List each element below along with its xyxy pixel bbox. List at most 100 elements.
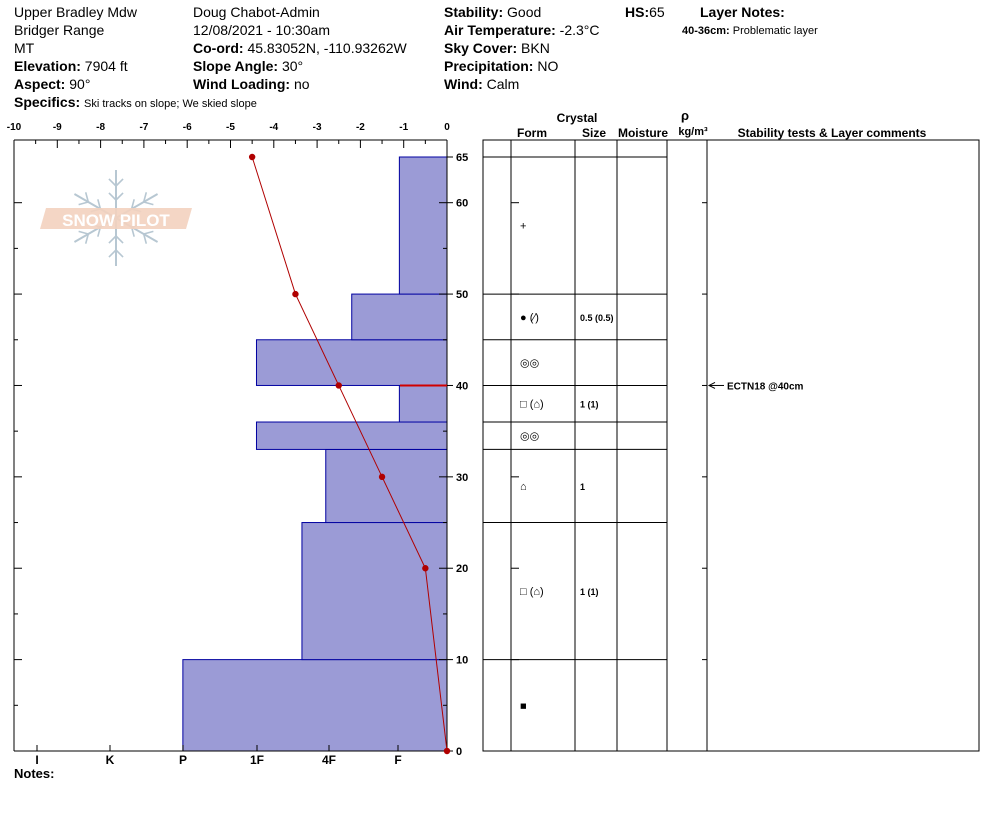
air-temp-row: Air Temperature: -2.3°C: [444, 21, 600, 39]
sky-cover-value: BKN: [521, 40, 550, 56]
moisture-header: Moisture: [618, 126, 668, 140]
grain-size-value: 0.5 (0.5): [580, 313, 614, 323]
site-location: Upper Bradley Mdw: [14, 4, 137, 20]
temp-tick-label: -1: [399, 122, 408, 133]
precip-value: NO: [537, 58, 559, 74]
stability-value: Good: [507, 4, 542, 20]
hardness-bar: [398, 384, 448, 423]
grain-form-symbol: □ (⌂): [520, 399, 544, 411]
aspect-label: Aspect:: [14, 76, 66, 92]
logo-snowflake-branch: [108, 235, 117, 244]
height-tick-label: 60: [456, 198, 468, 210]
air-temp-value: -2.3°C: [559, 22, 600, 38]
logo-snowflake-branch: [115, 249, 124, 258]
observer-name: Doug Chabot-Admin: [193, 4, 320, 20]
density-symbol: ρ: [681, 108, 689, 123]
temp-tick-label: -5: [226, 122, 235, 133]
height-tick-label: 40: [456, 380, 468, 392]
logo-snowflake-branch: [115, 235, 124, 244]
grain-form-symbol: +: [520, 221, 526, 233]
temperature-point: [335, 382, 342, 389]
temperature-point: [248, 153, 256, 161]
notes-label: Notes:: [14, 766, 55, 781]
layer-note-0: 40-36cm: Problematic layer: [682, 22, 818, 40]
logo-snowflake-branch: [142, 233, 148, 244]
hardness-tick-label: F: [394, 753, 401, 767]
hardness-bar: [398, 156, 448, 295]
logo-snowflake-branch: [108, 249, 117, 258]
height-tick-label: 65: [456, 152, 468, 164]
height-tick-label: 10: [456, 655, 468, 667]
logo-snowflake-branch: [78, 230, 89, 235]
elevation-value: 7904 ft: [84, 58, 128, 74]
hardness-tick-label: 1F: [250, 753, 264, 767]
logo-snowflake-branch: [115, 192, 124, 201]
site-state: MT: [14, 40, 35, 56]
wind-row: Wind: Calm: [444, 75, 519, 93]
stability-label: Stability:: [444, 4, 504, 20]
logo-snowflake-branch: [108, 178, 117, 187]
logo-snowflake-branch: [78, 201, 89, 206]
coord-label: Co-ord:: [193, 40, 244, 56]
temp-tick-label: -2: [356, 122, 365, 133]
specifics-label: Specifics:: [14, 94, 81, 110]
logo-snowflake-branch: [142, 192, 148, 203]
grain-size-value: 1 (1): [580, 400, 599, 410]
hs-label: HS:: [625, 4, 650, 20]
wind-value: Calm: [486, 76, 520, 92]
snowpilot-logo: [40, 170, 192, 266]
grain-form-symbol: ■: [520, 700, 527, 712]
logo-banner: [40, 208, 192, 229]
density-unit-header: kg/m³: [678, 126, 708, 138]
hardness-tick-label: 4F: [322, 753, 336, 767]
temperature-point: [422, 565, 429, 572]
stability-comments-header: Stability tests & Layer comments: [738, 126, 927, 140]
precip-row: Precipitation: NO: [444, 57, 558, 75]
stability-row: Stability: Good: [444, 3, 541, 21]
sky-cover-row: Sky Cover: BKN: [444, 39, 550, 57]
temp-tick-label: -10: [7, 122, 22, 133]
form-header: Form: [517, 126, 547, 140]
temperature-profile-line: [251, 156, 448, 752]
size-header: Size: [582, 126, 606, 140]
slope-value: 30°: [281, 58, 304, 74]
stability-test-arrowhead: [707, 382, 716, 389]
hardness-tick-label: P: [179, 753, 187, 767]
logo-text: SNOW PILOT: [62, 211, 170, 230]
coord-value: 45.83052N, -110.93262W: [247, 40, 407, 56]
temp-tick-label: -4: [269, 122, 278, 133]
logo-snowflake-branch: [84, 192, 90, 203]
specifics-value: Ski tracks on slope; We skied slope: [84, 98, 257, 110]
hardness-tick-label: I: [35, 753, 38, 767]
layer-note-range: 40-36cm:: [682, 25, 730, 37]
sky-cover-label: Sky Cover:: [444, 40, 518, 56]
temperature-point: [443, 747, 451, 755]
grain-size-value: 1 (1): [580, 587, 599, 597]
wind-loading-label: Wind Loading:: [193, 76, 291, 92]
observation-datetime: 12/08/2021 - 10:30am: [193, 22, 330, 38]
logo-snowflake-branch: [130, 199, 135, 210]
hardness-bar: [182, 659, 448, 752]
temp-tick-label: -9: [53, 122, 62, 133]
elevation-label: Elevation:: [14, 58, 81, 74]
hardness-bar: [255, 339, 448, 386]
crystal-header: Crystal: [557, 111, 598, 125]
wind-loading-value: no: [293, 76, 310, 92]
logo-snowflake-branch: [108, 192, 117, 201]
layer-table-frame: [482, 139, 980, 752]
elevation-row: Elevation: 7904 ft: [14, 57, 128, 75]
hardness-bar: [255, 421, 448, 450]
hardness-bar: [301, 522, 448, 661]
height-tick-label: 30: [456, 472, 468, 484]
aspect-row: Aspect: 90°: [14, 75, 90, 93]
aspect-value: 90°: [69, 76, 91, 92]
layer-notes-title: Layer Notes:: [700, 4, 785, 20]
logo-snowflake-branch: [143, 201, 154, 206]
logo-snowflake-branch: [115, 178, 124, 187]
hs-row: HS:65: [625, 3, 665, 21]
temp-tick-label: -3: [313, 122, 322, 133]
temp-tick-label: -6: [183, 122, 192, 133]
logo-snowflake-branch: [84, 233, 90, 244]
temp-tick-label: -7: [139, 122, 148, 133]
